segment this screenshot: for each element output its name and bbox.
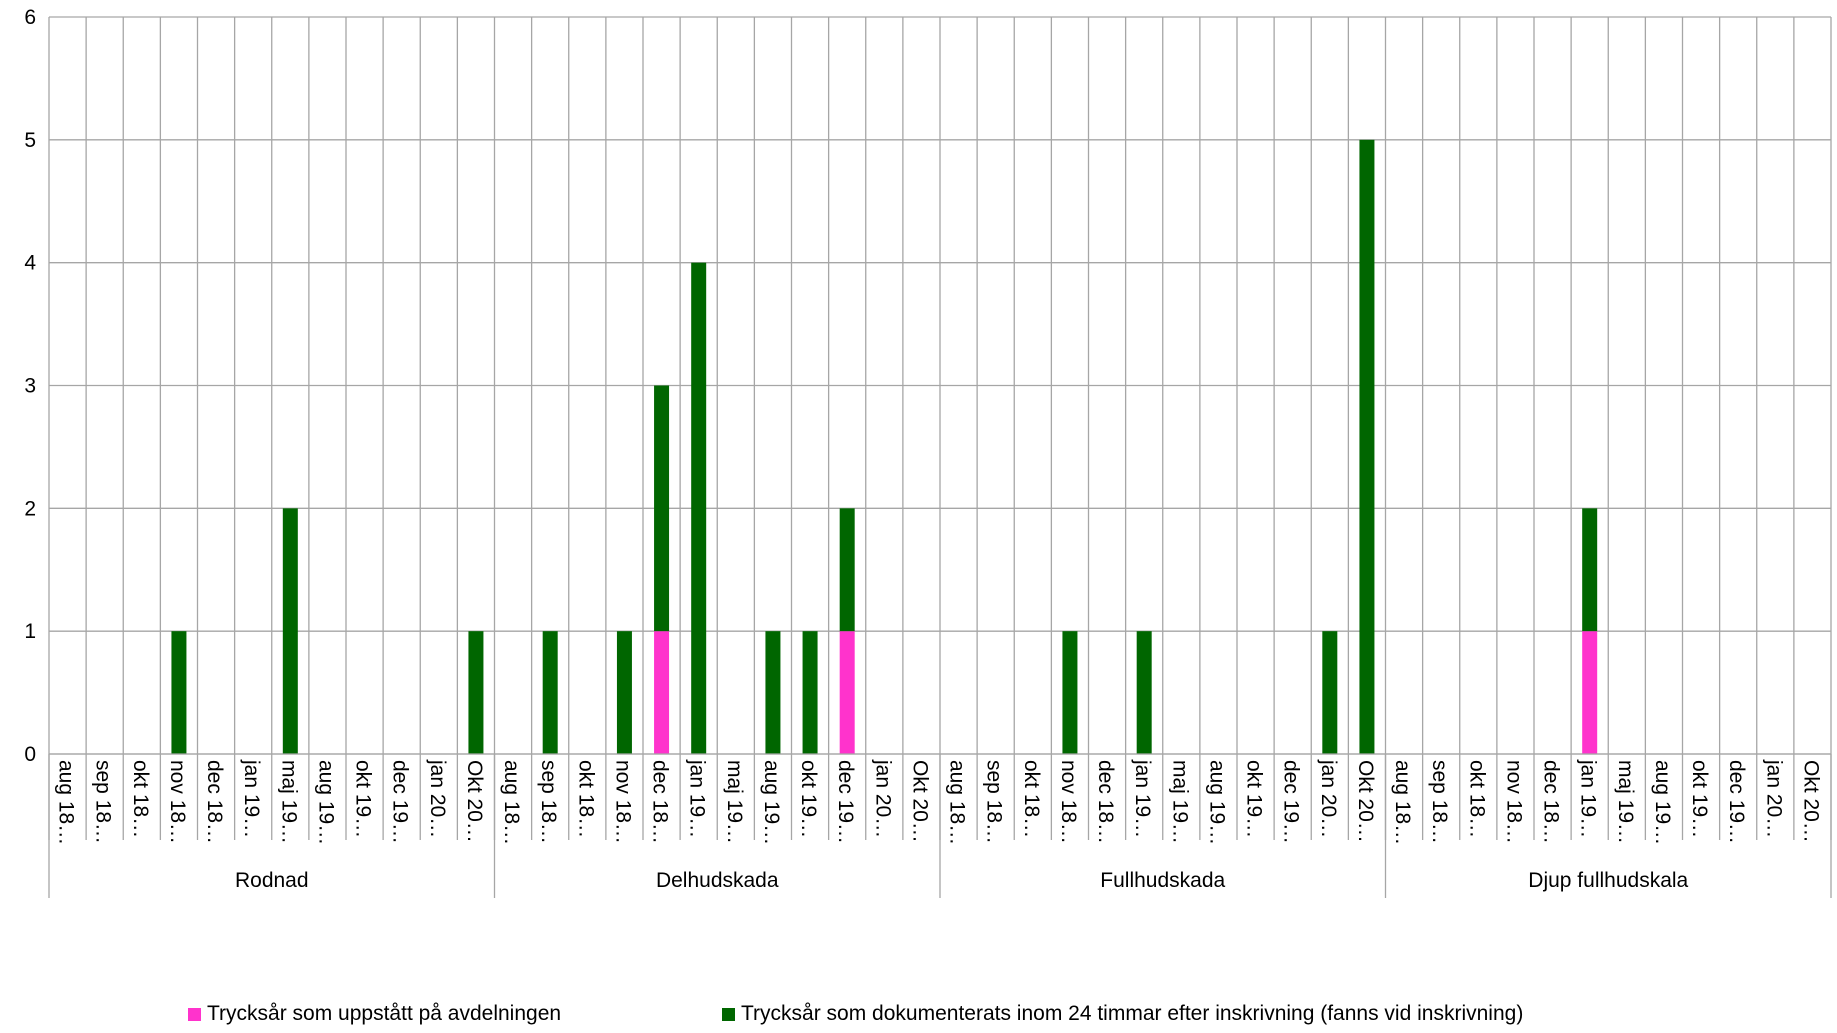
legend: Trycksår som uppstått på avdelningen Try… — [0, 1002, 1837, 1028]
category-label: aug 18… — [946, 760, 969, 845]
category-label: okt 18… — [1020, 760, 1043, 838]
legend-swatch-green — [722, 1008, 735, 1021]
category-label: jan 19… — [1577, 759, 1600, 838]
group-label: Fullhudskada — [1100, 869, 1225, 892]
category-label: nov 18… — [166, 760, 189, 844]
category-label: dec 19… — [1280, 760, 1303, 844]
category-label: okt 18… — [574, 760, 597, 838]
category-label: maj 19… — [1614, 760, 1637, 844]
bar-segment-dokumenterat — [543, 631, 558, 754]
category-label: aug 19… — [1205, 760, 1228, 845]
category-label: jan 20… — [871, 759, 894, 838]
y-tick-label: 2 — [24, 497, 36, 520]
category-label: Okt 20… — [463, 760, 486, 843]
category-label: maj 19… — [277, 760, 300, 844]
bar-segment-dokumenterat — [691, 263, 706, 754]
category-label: nov 18… — [1502, 760, 1525, 844]
group-label: Djup fullhudskala — [1528, 869, 1688, 892]
bar-segment-dokumenterat — [1062, 631, 1077, 754]
bar-segment-uppstatt — [1582, 631, 1597, 754]
stacked-bar-chart: 0 1 2 3 4 5 6 Rodnad Delhudskada Fullhudskada Djup… — [0, 0, 1837, 1000]
category-label: maj 19… — [723, 760, 746, 844]
category-label: okt 18… — [1465, 760, 1488, 838]
category-label: dec 18… — [1540, 760, 1563, 844]
bar-segment-dokumenterat — [803, 631, 818, 754]
category-label: dec 19… — [834, 760, 857, 844]
category-label: dec 19… — [389, 760, 412, 844]
category-label: aug 18… — [1391, 760, 1414, 845]
category-label: aug 19… — [314, 760, 337, 845]
bar-segment-dokumenterat — [171, 631, 186, 754]
bar-segment-dokumenterat — [1137, 631, 1152, 754]
y-tick-label: 5 — [24, 129, 36, 152]
category-label: dec 18… — [203, 760, 226, 844]
category-label: Okt 20… — [1354, 760, 1377, 843]
category-label: dec 18… — [649, 760, 672, 844]
category-label: sep 18… — [537, 760, 560, 844]
bar-segment-dokumenterat — [1322, 631, 1337, 754]
category-label: dec 18… — [1094, 760, 1117, 844]
category-label: sep 18… — [983, 760, 1006, 844]
legend-item-series-2: Trycksår som dokumenterats inom 24 timma… — [722, 1002, 1523, 1026]
category-label: aug 19… — [760, 760, 783, 845]
bar-segment-dokumenterat — [283, 508, 298, 754]
category-label: jan 20… — [426, 759, 449, 838]
category-label: aug 18… — [55, 760, 78, 845]
category-label: jan 20… — [1762, 759, 1785, 838]
bar-segment-dokumenterat — [1582, 508, 1597, 631]
category-label: okt 18… — [129, 760, 152, 838]
bar-segment-dokumenterat — [840, 508, 855, 631]
y-tick-label: 1 — [24, 620, 36, 643]
y-tick-label: 4 — [24, 252, 36, 275]
category-label: Okt 20… — [908, 760, 931, 843]
category-label: aug 18… — [500, 760, 523, 845]
category-label: maj 19… — [1168, 760, 1191, 844]
legend-item-series-1: Trycksår som uppstått på avdelningen — [188, 1002, 561, 1026]
category-label: jan 19… — [1131, 759, 1154, 838]
y-tick-label: 0 — [24, 743, 36, 766]
y-tick-label: 6 — [24, 6, 36, 29]
category-label: okt 19… — [1688, 760, 1711, 838]
bar-segment-dokumenterat — [654, 386, 669, 632]
category-label: jan 19… — [686, 759, 709, 838]
y-tick-label: 3 — [24, 375, 36, 398]
bar-segment-uppstatt — [840, 631, 855, 754]
category-label: okt 19… — [352, 760, 375, 838]
bar-segment-dokumenterat — [1359, 140, 1374, 754]
bar-segment-dokumenterat — [765, 631, 780, 754]
legend-label-series-2: Trycksår som dokumenterats inom 24 timma… — [741, 1002, 1523, 1026]
bar-segment-dokumenterat — [617, 631, 632, 754]
category-label: sep 18… — [1428, 760, 1451, 844]
category-label: Okt 20… — [1799, 760, 1822, 843]
category-label: okt 19… — [797, 760, 820, 838]
legend-swatch-pink — [188, 1008, 201, 1021]
category-label: sep 18… — [92, 760, 115, 844]
bar-segment-uppstatt — [654, 631, 669, 754]
category-label: nov 18… — [1057, 760, 1080, 844]
bar-segment-dokumenterat — [468, 631, 483, 754]
category-label: aug 19… — [1651, 760, 1674, 845]
group-label: Delhudskada — [656, 869, 779, 892]
category-label: nov 18… — [611, 760, 634, 844]
category-label: dec 19… — [1725, 760, 1748, 844]
category-label: jan 19… — [240, 759, 263, 838]
group-label: Rodnad — [235, 869, 309, 892]
category-label: jan 20… — [1317, 759, 1340, 838]
legend-label-series-1: Trycksår som uppstått på avdelningen — [207, 1002, 561, 1026]
category-label: okt 19… — [1243, 760, 1266, 838]
